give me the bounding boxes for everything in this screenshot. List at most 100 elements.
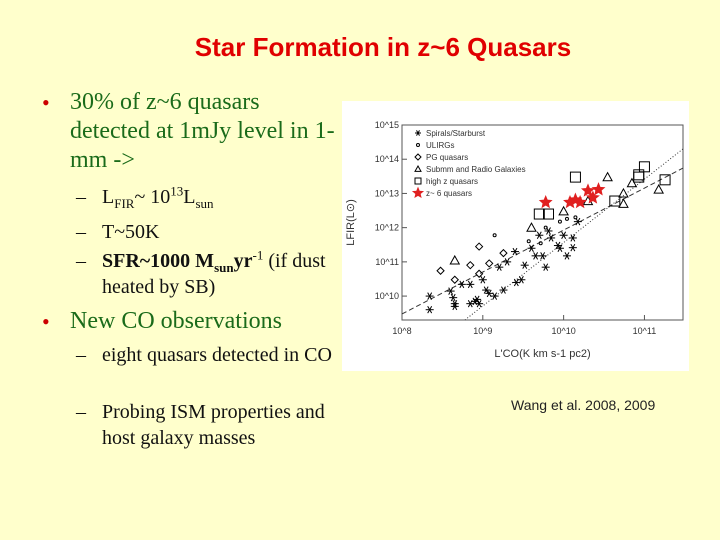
point-asterisk — [466, 280, 475, 289]
fit-line-dotted — [464, 148, 684, 321]
point-asterisk — [503, 258, 512, 266]
sub-bullet-ism: – Probing ISM properties and host galaxy… — [76, 399, 342, 451]
point-asterisk — [541, 263, 550, 271]
y-tick-label: 10^13 — [375, 188, 399, 198]
point-diamond — [450, 275, 459, 284]
bullet-1-text: 30% of z~6 quasars detected at 1mJy leve… — [70, 89, 335, 173]
point-star — [580, 183, 595, 197]
point-asterisk — [535, 231, 544, 239]
point-asterisk — [478, 276, 487, 284]
point-asterisk — [449, 293, 458, 302]
scatter-chart: 10^8 10^9 10^10 10^11 10^10 10^11 10^12 10^13 10… — [345, 120, 684, 360]
point-asterisk — [544, 227, 553, 235]
point-triangle — [618, 198, 629, 208]
point-square — [533, 208, 545, 220]
point-triangle — [653, 184, 665, 194]
legend-label: ULIRGs — [426, 141, 454, 150]
point-triangle — [449, 254, 461, 265]
legend-label: Submm and Radio Galaxies — [426, 165, 526, 174]
lfir-sun: sun — [195, 196, 214, 211]
point-asterisk — [568, 243, 577, 252]
point-asterisk — [568, 234, 577, 242]
point-triangle — [618, 187, 629, 198]
point-asterisk — [425, 305, 434, 314]
point-diamond — [436, 266, 445, 275]
point-star — [538, 195, 553, 209]
point-circle — [557, 219, 562, 224]
point-star — [591, 182, 606, 196]
point-asterisk — [520, 261, 529, 269]
point-asterisk — [510, 247, 519, 256]
point-square — [609, 195, 621, 207]
fit-line-dashed — [401, 167, 684, 315]
legend-marker-circle — [416, 143, 420, 147]
point-asterisk — [495, 263, 504, 271]
legend-label: Spirals/Starburst — [426, 129, 486, 138]
point-circle — [573, 215, 578, 220]
legend-label: PG quasars — [426, 153, 468, 162]
point-square — [633, 169, 645, 181]
point-diamond — [485, 259, 494, 268]
bullet-2: • New CO observations — [42, 307, 340, 336]
lfir-l2: L — [183, 186, 196, 208]
bullet-2-text: New CO observations — [70, 308, 282, 334]
sub-bullet-temperature: – T~50K — [76, 219, 342, 245]
bullet-symbol: • — [42, 309, 50, 334]
y-tick-label: 10^10 — [375, 291, 399, 301]
point-asterisk — [538, 252, 547, 260]
lfir-exponent: 13 — [170, 183, 184, 199]
point-asterisk — [446, 287, 455, 295]
point-asterisk — [485, 289, 494, 298]
point-circle — [564, 216, 569, 221]
point-asterisk — [425, 292, 434, 300]
dash-symbol: – — [76, 344, 86, 366]
citation: Wang et al. 2008, 2009 — [511, 397, 656, 413]
plot-frame — [401, 124, 684, 321]
point-square — [569, 171, 581, 183]
point-triangle — [602, 171, 613, 182]
legend-marker-diamond — [414, 153, 422, 161]
point-square — [543, 208, 555, 220]
point-asterisk — [547, 234, 556, 242]
point-square — [659, 174, 671, 186]
x-tick-label: 10^9 — [473, 326, 492, 336]
y-tick-label: 10^11 — [375, 257, 399, 267]
point-circle — [543, 225, 548, 230]
point-circle — [492, 233, 497, 238]
slide-title: Star Formation in z~6 Quasars — [194, 32, 572, 62]
point-asterisk — [555, 244, 564, 252]
point-diamond — [474, 269, 484, 278]
point-star — [585, 190, 600, 204]
point-star — [573, 195, 588, 209]
point-asterisk — [559, 231, 568, 239]
point-asterisk — [490, 292, 499, 300]
point-asterisk — [517, 276, 526, 284]
point-triangle — [558, 205, 569, 216]
sfr-rest: (if dust heated by SB) — [102, 250, 326, 298]
lfir-mid: ~ 10 — [134, 186, 171, 208]
temperature-text: T~50K — [102, 221, 160, 243]
legend-marker-star — [411, 186, 425, 199]
point-asterisk — [450, 302, 459, 311]
y-axis-label: LFIR(L⊙) — [345, 199, 357, 246]
point-triangle — [526, 222, 537, 232]
dash-symbol: – — [76, 401, 86, 423]
x-tick-label: 10^8 — [392, 326, 411, 336]
sub-bullet-co-detected: – eight quasars detected in CO — [76, 342, 342, 368]
point-asterisk — [562, 252, 571, 260]
x-tick-label: 10^10 — [552, 326, 576, 336]
point-asterisk — [527, 244, 536, 252]
sub-bullet-lfir: – LFIR~ 1013Lsun — [76, 183, 342, 211]
point-asterisk — [457, 280, 466, 289]
legend-label: z~ 6 quasars — [426, 189, 472, 198]
lfir-l: L — [102, 186, 115, 208]
co-fir-scatter-figure: 10^8 10^9 10^10 10^11 10^10 10^11 10^12 10^13 10… — [342, 101, 689, 371]
point-diamond — [466, 260, 475, 270]
sfr-bold: SFR~1000 M — [102, 250, 215, 272]
x-axis-label: L'CO(K km s-1 pc2) — [494, 348, 590, 360]
point-circle — [538, 241, 543, 246]
legend-marker-asterisk — [415, 130, 421, 136]
point-diamond — [474, 242, 484, 251]
bullet-1: • 30% of z~6 quasars detected at 1mJy le… — [42, 88, 340, 175]
dash-symbol: – — [76, 221, 86, 243]
